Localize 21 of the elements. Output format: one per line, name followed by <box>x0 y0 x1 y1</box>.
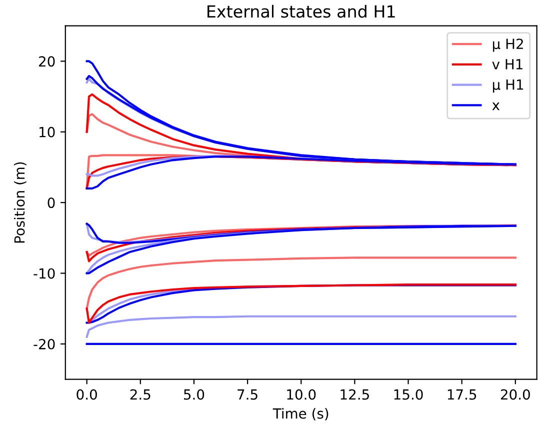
x-tick-label: 2.5 <box>130 389 150 400</box>
y-tick-label: -20 <box>34 338 55 350</box>
x-axis-title: Time (s) <box>272 408 328 420</box>
x-tick-label: 10.0 <box>287 389 316 400</box>
legend-label: v H1 <box>492 59 522 70</box>
y-tick-label: 20 <box>39 56 55 67</box>
y-tick-label: 10 <box>40 126 55 138</box>
y-axis-title: Position (m) <box>14 162 26 243</box>
x-tick-label: 20.0 <box>500 389 530 400</box>
x-tick-label: 5.0 <box>184 389 204 400</box>
y-tick-label: -10 <box>34 268 55 279</box>
x-tick-label: 7.5 <box>238 389 258 400</box>
x-tick-label: 17.5 <box>448 389 476 400</box>
chart-title: External states and H1 <box>208 4 395 18</box>
x-tick-label: 0.0 <box>76 389 97 400</box>
x-tick-label: 12.5 <box>340 389 369 400</box>
legend-label: x <box>492 102 500 110</box>
legend-label: μ H2 <box>492 38 523 52</box>
x-tick-label: 15.0 <box>394 389 423 400</box>
y-tick-label: 0 <box>48 198 55 208</box>
legend-label: μ H1 <box>492 80 524 93</box>
